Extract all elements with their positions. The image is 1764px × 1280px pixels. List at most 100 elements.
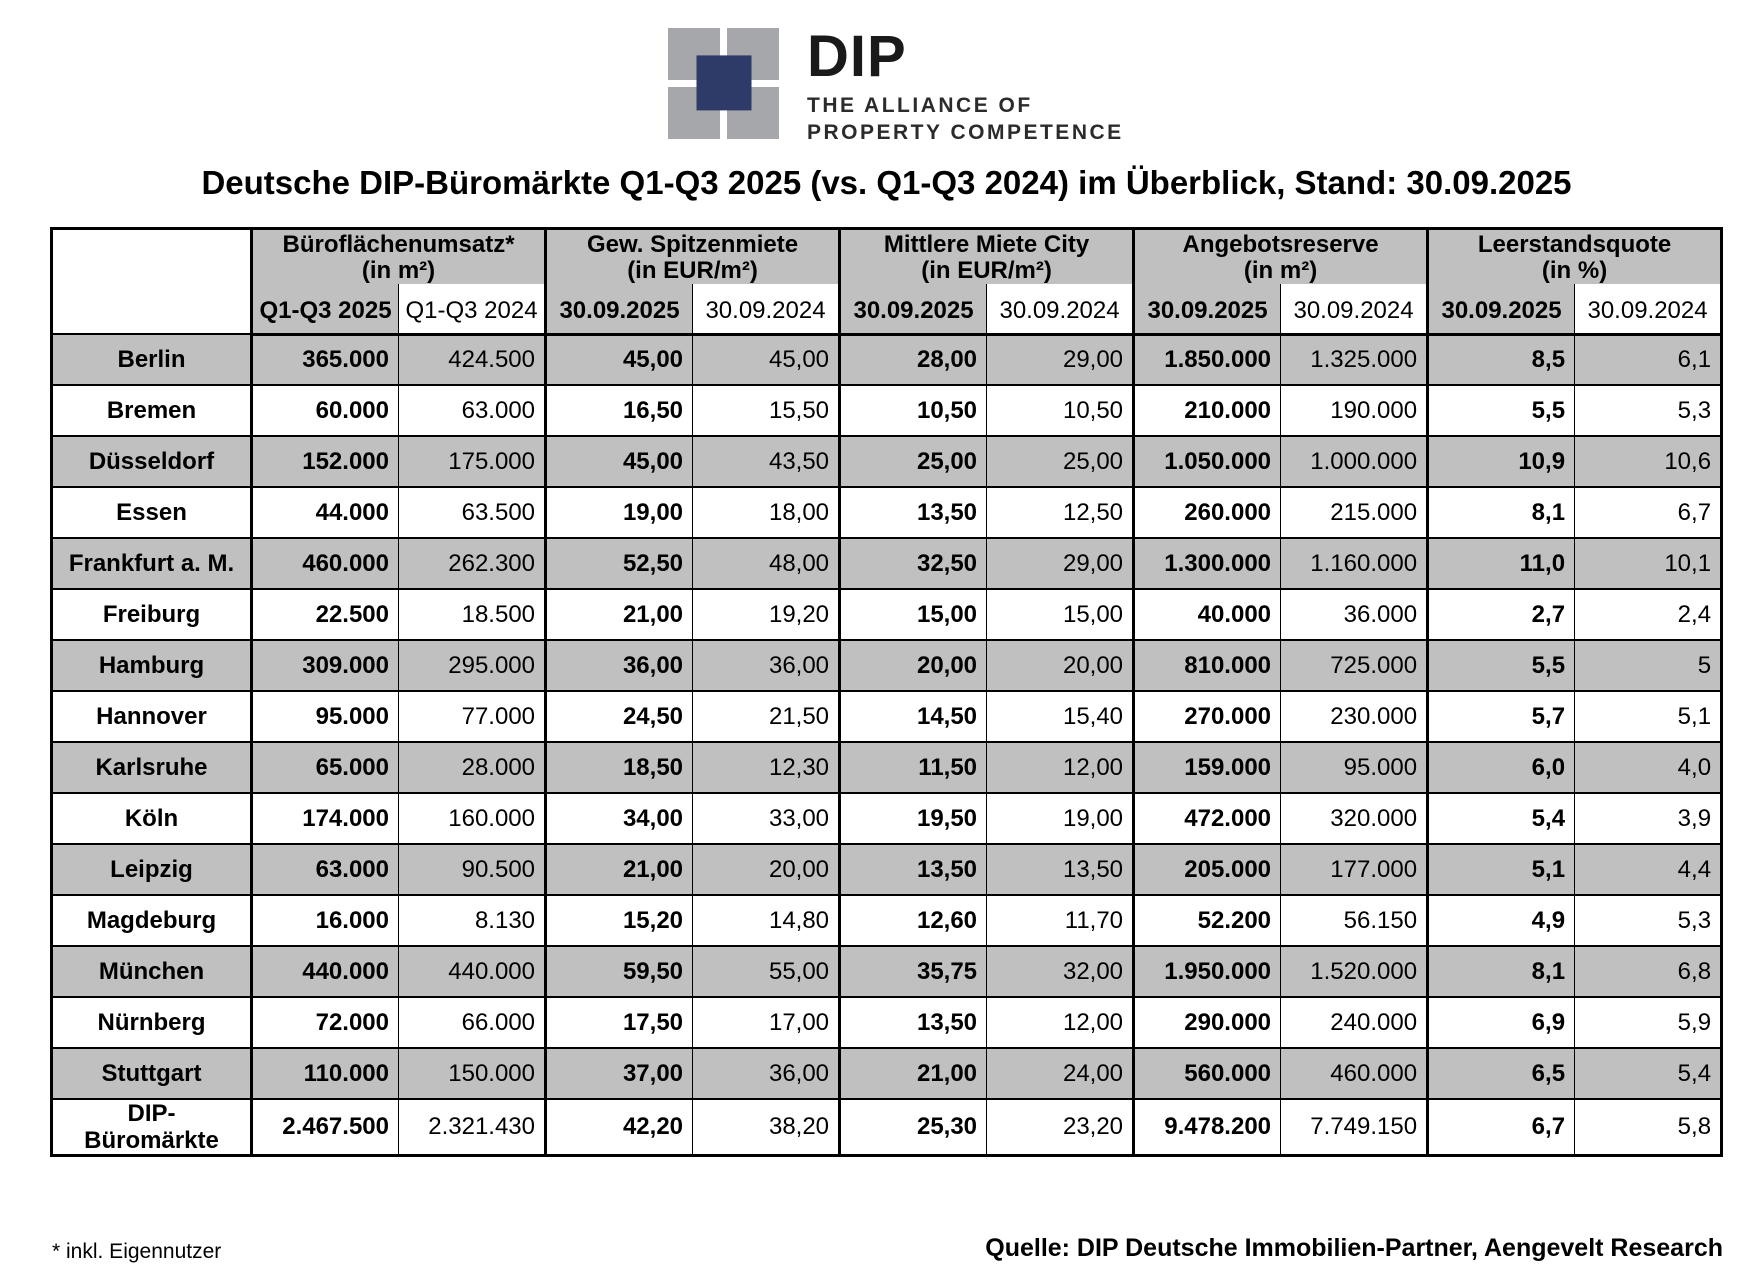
value-cell: 177.000 [1280, 843, 1429, 896]
group-header-row: Büroflächenumsatz* (in m²) Gew. Spitzenm… [51, 228, 1723, 334]
logo-gray-squares [668, 28, 780, 140]
value-cell: 5,4 [1574, 1047, 1723, 1100]
value-cell: 90.500 [397, 843, 547, 896]
value-cell: 3,9 [1574, 792, 1723, 845]
value-cell: 18,50 [544, 741, 694, 794]
city-cell: Leipzig [51, 843, 252, 896]
table-row: Stuttgart 110.000 150.000 37,00 36,00 21,00 24… [51, 1047, 1723, 1100]
group-header-angebotsreserve: Angebotsreserve (in m²) [1132, 228, 1429, 284]
group-title: Leerstandsquote [1477, 231, 1672, 258]
value-cell: 14,80 [692, 894, 841, 947]
value-cell: 110.000 [250, 1047, 399, 1100]
value-cell: 15,40 [986, 690, 1135, 743]
city-cell: Bremen [51, 384, 252, 437]
value-cell: 262.300 [397, 537, 547, 590]
value-cell: 6,0 [1426, 741, 1576, 794]
page-title: Deutsche DIP-Büromärkte Q1-Q3 2025 (vs. … [201, 164, 1572, 201]
table-row: München 440.000 440.000 59,50 55,00 35,75 32,0… [51, 945, 1723, 998]
value-cell: 28,00 [838, 333, 988, 386]
city-cell: Frankfurt a. M. [51, 537, 252, 590]
value-cell: 21,00 [838, 1047, 988, 1100]
subheader-2025: Q1-Q3 2025 [250, 284, 399, 336]
table-row: Köln 174.000 160.000 34,00 33,00 19,50 19,00 47… [51, 792, 1723, 845]
value-cell: 12,60 [838, 894, 988, 947]
value-cell: 63.500 [397, 486, 547, 539]
table-row: Berlin 365.000 424.500 45,00 45,00 28,00 29,00… [51, 333, 1723, 386]
value-cell: 11,50 [838, 741, 988, 794]
value-cell: 15,20 [544, 894, 694, 947]
value-cell: 365.000 [250, 333, 399, 386]
value-cell: 48,00 [692, 537, 841, 590]
city-cell: Nürnberg [51, 996, 252, 1049]
value-cell: 20,00 [986, 639, 1135, 692]
value-cell: 63.000 [250, 843, 399, 896]
value-cell: 34,00 [544, 792, 694, 845]
markets-table: Büroflächenumsatz* (in m²) Gew. Spitzenm… [50, 227, 1724, 1157]
value-cell: 22.500 [250, 588, 399, 641]
value-cell: 1.050.000 [1132, 435, 1282, 488]
logo-text: DIP THE ALLIANCE OF PROPERTY COMPETENCE [807, 28, 1124, 146]
value-cell: 60.000 [250, 384, 399, 437]
value-cell: 13,50 [986, 843, 1135, 896]
value-cell: 6,8 [1574, 945, 1723, 998]
city-cell: Hannover [51, 690, 252, 743]
value-cell: 230.000 [1280, 690, 1429, 743]
value-cell: 20,00 [838, 639, 988, 692]
value-cell: 28.000 [397, 741, 547, 794]
value-cell: 10,9 [1426, 435, 1576, 488]
value-cell: 560.000 [1132, 1047, 1282, 1100]
subheader-2025: 30.09.2025 [544, 284, 694, 336]
value-cell: 13,50 [838, 486, 988, 539]
value-cell: 72.000 [250, 996, 399, 1049]
corner-cell [51, 228, 252, 334]
value-cell: 8.130 [397, 894, 547, 947]
value-cell: 32,00 [986, 945, 1135, 998]
city-cell: Magdeburg [51, 894, 252, 947]
value-cell: 440.000 [250, 945, 399, 998]
value-cell: 1.950.000 [1132, 945, 1282, 998]
table-row: DIP- Büromärkte 2.467.500 2.321.430 42,20 38… [51, 1098, 1723, 1157]
value-cell: 5,3 [1574, 894, 1723, 947]
value-cell: 15,50 [692, 384, 841, 437]
value-cell: 95.000 [1280, 741, 1429, 794]
value-cell: 36,00 [692, 1047, 841, 1100]
value-cell: 33,00 [692, 792, 841, 845]
subheader-2024: 30.09.2024 [1574, 284, 1723, 336]
value-cell: 5,3 [1574, 384, 1723, 437]
value-cell: 260.000 [1132, 486, 1282, 539]
table-row: Düsseldorf 152.000 175.000 45,00 43,50 25,00 2… [51, 435, 1723, 488]
value-cell: 11,70 [986, 894, 1135, 947]
value-cell: 42,20 [544, 1098, 694, 1157]
value-cell: 59,50 [544, 945, 694, 998]
value-cell: 8,1 [1426, 486, 1576, 539]
value-cell: 63.000 [397, 384, 547, 437]
city-cell: Essen [51, 486, 252, 539]
value-cell: 6,5 [1426, 1047, 1576, 1100]
value-cell: 24,00 [986, 1047, 1135, 1100]
value-cell: 45,00 [544, 333, 694, 386]
value-cell: 174.000 [250, 792, 399, 845]
city-cell: Düsseldorf [51, 435, 252, 488]
value-cell: 320.000 [1280, 792, 1429, 845]
value-cell: 13,50 [838, 843, 988, 896]
value-cell: 37,00 [544, 1047, 694, 1100]
value-cell: 12,00 [986, 741, 1135, 794]
table-row: Frankfurt a. M. 460.000 262.300 52,50 48,00 3… [51, 537, 1723, 590]
value-cell: 21,00 [544, 588, 694, 641]
value-cell: 21,00 [544, 843, 694, 896]
value-cell: 13,50 [838, 996, 988, 1049]
logo-navy-square [696, 55, 752, 111]
group-title: Mittlere Miete City [883, 231, 1090, 258]
value-cell: 25,00 [838, 435, 988, 488]
value-cell: 21,50 [692, 690, 841, 743]
value-cell: 1.300.000 [1132, 537, 1282, 590]
value-cell: 190.000 [1280, 384, 1429, 437]
table-row: Leipzig 63.000 90.500 21,00 20,00 13,50 13,50 2… [51, 843, 1723, 896]
value-cell: 8,1 [1426, 945, 1576, 998]
logo-tagline: THE ALLIANCE OF PROPERTY COMPETENCE [807, 94, 1124, 144]
value-cell: 5,9 [1574, 996, 1723, 1049]
value-cell: 205.000 [1132, 843, 1282, 896]
value-cell: 5,4 [1426, 792, 1576, 845]
table-row: Hamburg 309.000 295.000 36,00 36,00 20,00 20,0… [51, 639, 1723, 692]
value-cell: 66.000 [397, 996, 547, 1049]
